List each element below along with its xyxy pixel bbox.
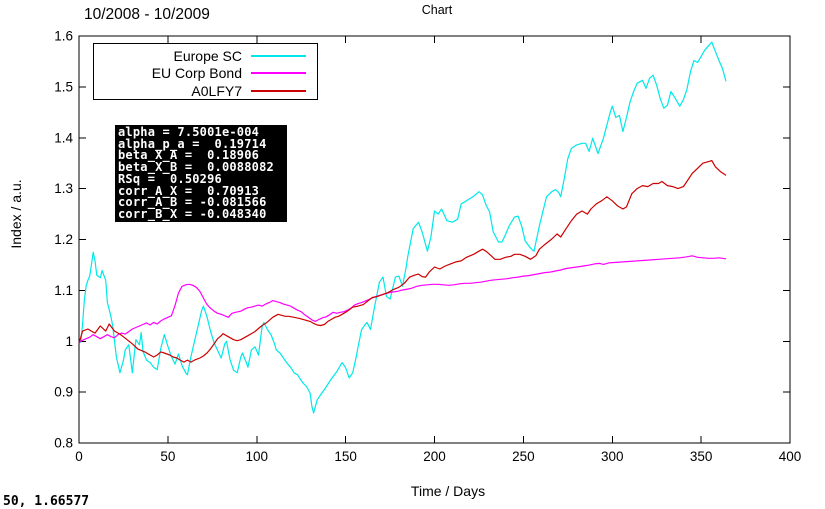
x-tick-label: 100 [245,449,268,464]
series-line-eu-corp-bond [79,256,726,342]
legend-line-sample [251,72,306,74]
y-tick-label: 0.9 [54,385,73,400]
y-tick-label: 1 [65,334,73,349]
legend-box: Europe SC EU Corp Bond A0LFY7 [93,43,318,100]
x-tick-label: 400 [779,449,802,464]
legend-entry: Europe SC [94,47,317,65]
legend-label: A0LFY7 [94,84,242,98]
legend-label: Europe SC [94,49,242,63]
y-tick-label: 1.2 [54,232,73,247]
legend-entry: A0LFY7 [94,82,317,100]
x-tick-label: 250 [512,449,535,464]
y-tick-label: 1.6 [54,29,73,44]
x-tick-label: 50 [160,449,175,464]
mouse-coordinate-readout: 50, 1.66577 [3,494,89,509]
y-axis-label: Index / a.u. [8,179,24,248]
y-tick-label: 1.5 [54,79,73,94]
x-tick-label: 300 [601,449,624,464]
x-axis-label: Time / Days [411,483,485,499]
legend-line-sample [251,90,306,92]
x-tick-label: 200 [423,449,446,464]
y-tick-label: 1.3 [54,181,73,196]
x-tick-label: 0 [75,449,83,464]
legend-entry: EU Corp Bond [94,65,317,83]
y-tick-label: 1.1 [54,283,73,298]
y-tick-label: 1.4 [54,130,73,145]
y-tick-label: 0.8 [54,436,73,451]
legend-line-sample [251,55,306,57]
x-tick-label: 150 [334,449,357,464]
stats-line: corr_B_X = -0.048340 [118,209,287,221]
x-tick-label: 350 [690,449,713,464]
legend-label: EU Corp Bond [94,66,242,80]
